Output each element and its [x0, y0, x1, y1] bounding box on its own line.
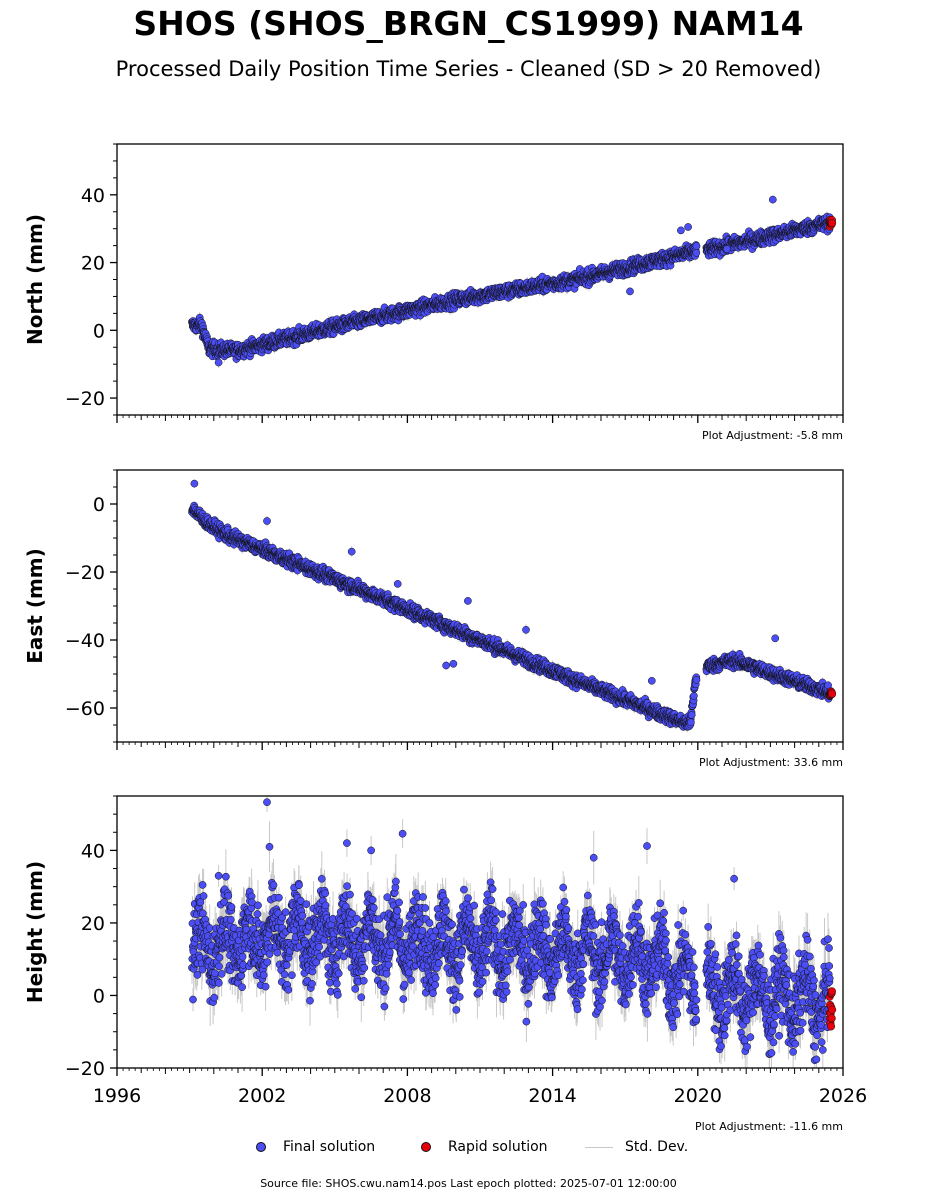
- north-axis-label: North (mm): [23, 214, 47, 345]
- north-plot-adjustment: Plot Adjustment: -5.8 mm: [702, 429, 843, 442]
- north-rapid-points: [825, 215, 837, 231]
- north-data-series: [188, 195, 837, 368]
- north-final-point: [692, 248, 701, 257]
- east-final-point: [647, 676, 656, 685]
- chart-subtitle: Processed Daily Position Time Series - C…: [115, 57, 822, 81]
- north-y-tick-label: 40: [81, 185, 105, 207]
- east-final-point: [692, 676, 701, 684]
- east-final-point: [771, 634, 780, 643]
- east-final-point: [347, 547, 356, 556]
- north-final-point: [626, 287, 634, 296]
- north-final-point: [768, 195, 777, 204]
- east-final-point: [690, 692, 698, 700]
- chart-title: SHOS (SHOS_BRGN_CS1999) NAM14: [133, 4, 804, 43]
- east-final-point: [522, 625, 530, 634]
- east-final-point: [464, 597, 472, 605]
- north-final-point: [722, 245, 731, 253]
- north-final-points: [188, 195, 834, 367]
- north-rapid-point: [828, 218, 837, 228]
- east-final-point: [263, 517, 271, 525]
- east-data-series: [188, 479, 837, 733]
- east-y-tick-label: −60: [65, 698, 105, 720]
- east-y-tick-label: 0: [93, 494, 105, 516]
- north-y-tick-label: −20: [65, 388, 105, 410]
- east-final-point: [687, 718, 695, 727]
- east-final-point: [393, 580, 402, 588]
- east-y-tick-label: −40: [65, 630, 105, 652]
- north-final-point: [677, 226, 685, 235]
- north-final-point: [214, 358, 223, 367]
- east-final-points: [188, 479, 834, 731]
- panel-north: 40 20 0 −20 North (mm) Plot Adjustment: -5.8 …: [23, 143, 844, 442]
- north-axes-frame: [116, 143, 844, 416]
- east-final-point: [687, 711, 696, 719]
- north-final-point: [692, 242, 701, 250]
- north-y-tick-label: 0: [93, 320, 105, 342]
- north-final-point: [684, 223, 692, 231]
- east-rapid-point: [828, 689, 837, 698]
- north-y-tick-label: 20: [81, 253, 105, 275]
- east-final-point: [442, 661, 450, 670]
- east-y-tick-label: −20: [65, 562, 105, 584]
- east-axes-frame: [116, 469, 844, 743]
- east-rapid-points: [825, 687, 837, 701]
- east-std-dev-bars: [191, 479, 831, 733]
- east-final-point: [190, 479, 199, 488]
- east-final-point: [449, 659, 458, 668]
